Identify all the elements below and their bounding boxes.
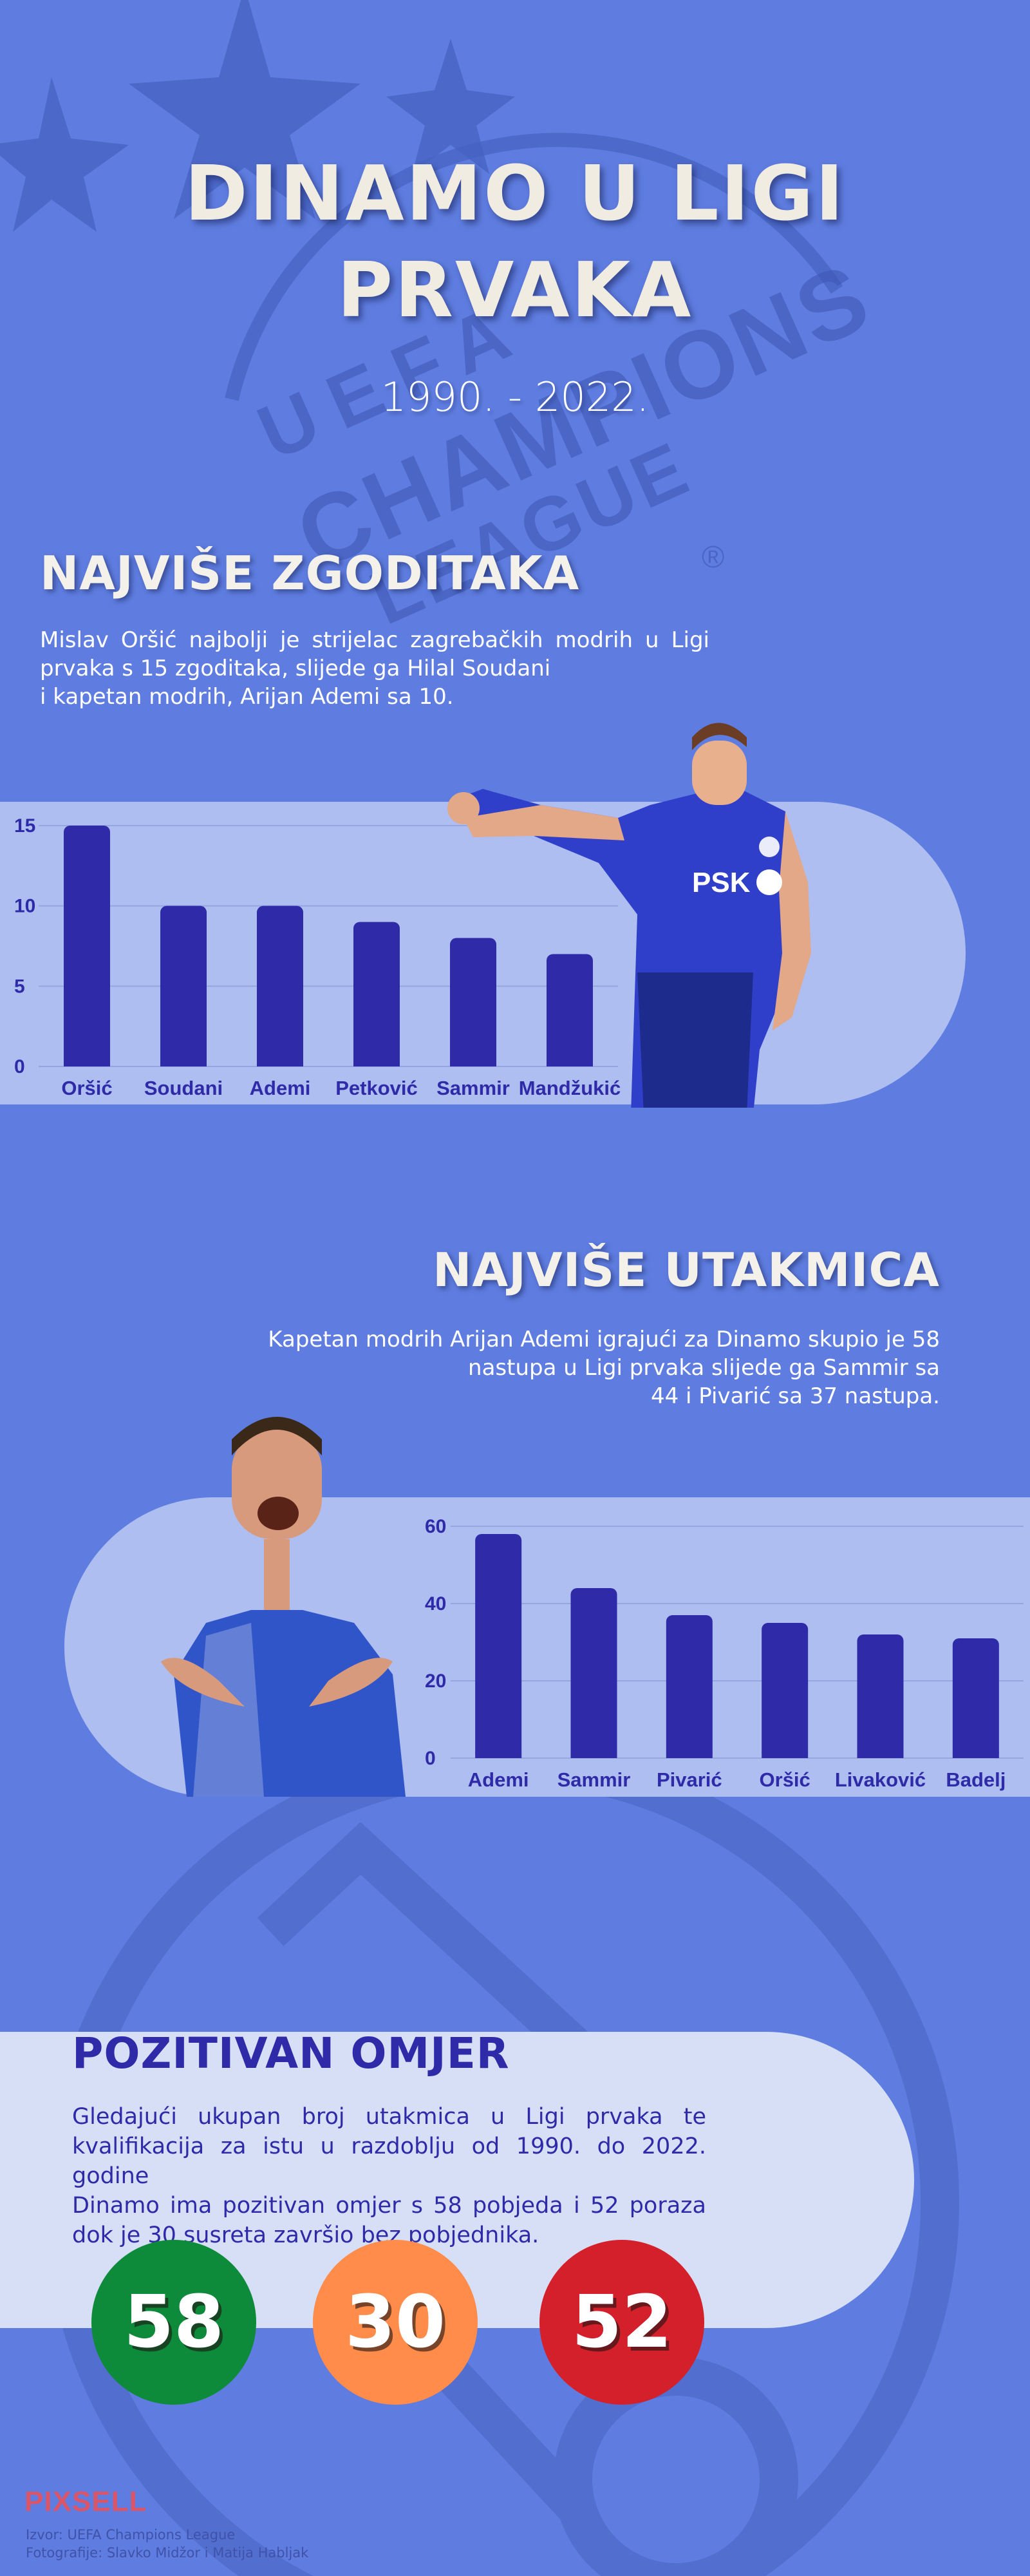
bar-base: [666, 1752, 713, 1758]
page-title: DINAMO U LIGI PRVAKA: [0, 145, 1030, 338]
x-category-label: Sammir: [557, 1768, 631, 1791]
goals-text-line: i kapetan modrih, Arijan Ademi sa 10.: [40, 684, 454, 710]
goals-heading: NAJVIŠE ZGODITAKA: [40, 546, 580, 600]
x-category-label: Oršić: [61, 1077, 112, 1099]
bar-base: [64, 1060, 110, 1066]
page-subtitle: 1990. - 2022.: [380, 374, 650, 421]
bar: [257, 905, 303, 1066]
x-category-label: Pivarić: [657, 1768, 722, 1791]
bar: [353, 922, 400, 1066]
bar: [64, 826, 110, 1066]
x-category-label: Sammir: [436, 1077, 510, 1099]
bar: [160, 905, 207, 1066]
bar-base: [547, 1060, 593, 1066]
y-tick-label: 0: [425, 1748, 436, 1769]
y-tick-label: 20: [425, 1671, 446, 1692]
bar: [450, 938, 496, 1066]
record-text: Gledajući ukupan broj utakmica u Ligi pr…: [72, 2102, 706, 2250]
losses-circle: 52: [539, 2240, 704, 2405]
y-tick-label: 0: [14, 1056, 25, 1077]
y-tick-label: 10: [14, 896, 35, 917]
title-line-2: PRVAKA: [337, 245, 693, 334]
wins-circle: 58: [91, 2240, 256, 2405]
y-tick-label: 15: [14, 815, 35, 837]
player-ademi-photo: [161, 1417, 406, 1797]
bar-base: [570, 1752, 617, 1758]
x-category-label: Petković: [335, 1077, 418, 1099]
bar: [857, 1634, 904, 1758]
bar-base: [952, 1752, 999, 1758]
source-credit: Izvor: UEFA Champions League: [26, 2527, 236, 2543]
bar-base: [762, 1752, 809, 1758]
svg-text:PSK: PSK: [692, 867, 751, 898]
x-category-label: Oršić: [760, 1768, 810, 1791]
goals-text: Mislav Oršić najbolji je strijelac zagre…: [40, 626, 709, 711]
y-tick-label: 5: [14, 976, 25, 997]
x-category-label: Ademi: [250, 1077, 311, 1099]
bar-base: [160, 1060, 207, 1066]
player-orsic-photo: PSK: [447, 723, 811, 1108]
bar-base: [257, 1060, 303, 1066]
champions-star-ball-icon: [0, 0, 843, 401]
apps-text-line: nastupa u Ligi prvaka slijede ga Sammir …: [468, 1355, 940, 1381]
goals-bar-chart: 0 5 10 15 Oršić Soudani Ademi Petković Sammir Man…: [14, 815, 621, 1099]
watermark-registered: ®: [702, 540, 725, 574]
apps-text-line: 44 i Pivarić sa 37 nastupa.: [650, 1383, 940, 1409]
y-tick-label: 60: [425, 1516, 446, 1537]
y-tick-label: 40: [425, 1593, 446, 1615]
x-category-label: Ademi: [468, 1768, 529, 1791]
bar-base: [857, 1752, 904, 1758]
title-line-1: DINAMO U LIGI: [184, 149, 846, 238]
draws-circle: 30: [313, 2240, 478, 2405]
goals-text-line: Mislav Oršić najbolji je strijelac zagre…: [40, 627, 709, 653]
apps-text-line: Kapetan modrih Arijan Ademi igrajući za …: [268, 1327, 940, 1352]
bar-base: [353, 1060, 400, 1066]
photo-credit: Fotografije: Slavko Midžor i Matija Habl…: [26, 2545, 309, 2561]
record-text-line: Dinamo ima pozitivan omjer s 58 pobjeda …: [72, 2193, 706, 2219]
x-category-label: Livaković: [835, 1768, 926, 1791]
record-text-line: kvalifikacija za istu u razdoblju od 199…: [72, 2134, 706, 2189]
bar: [547, 954, 593, 1066]
record-heading: POZITIVAN OMJER: [72, 2029, 510, 2078]
bar-base: [450, 1060, 496, 1066]
bar: [475, 1534, 522, 1758]
bar: [666, 1615, 713, 1758]
bar: [762, 1623, 809, 1758]
apps-text: Kapetan modrih Arijan Ademi igrajući za …: [232, 1325, 940, 1410]
x-category-label: Soudani: [144, 1077, 223, 1099]
pixsell-logo: PIXSELL: [24, 2486, 147, 2517]
bar: [570, 1588, 617, 1758]
apps-bar-chart: 0 20 40 60 Ademi Sammir Pivarić Oršić Livaković B…: [425, 1516, 1024, 1791]
record-text-line: Gledajući ukupan broj utakmica u Ligi pr…: [72, 2104, 706, 2130]
bar-base: [475, 1752, 522, 1758]
x-category-label: Mandžukić: [519, 1077, 621, 1099]
x-category-label: Badelj: [946, 1768, 1006, 1791]
apps-heading: NAJVIŠE UTAKMICA: [433, 1243, 940, 1297]
bar: [952, 1638, 999, 1758]
goals-text-line: prvaka s 15 zgoditaka, slijede ga Hilal …: [40, 656, 551, 681]
